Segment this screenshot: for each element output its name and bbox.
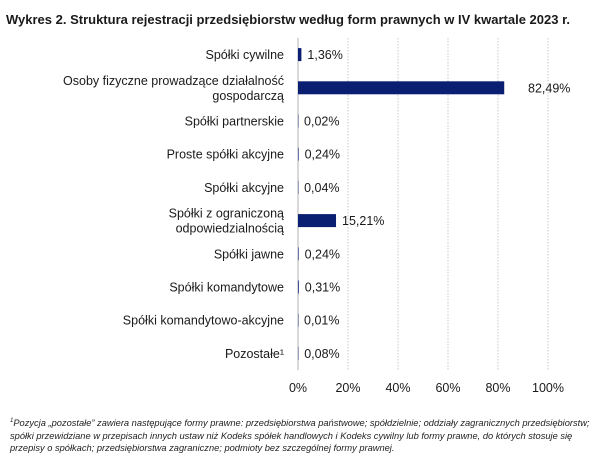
data-label: 0,24% xyxy=(305,247,340,261)
category-label: Spółki cywilne xyxy=(205,48,284,62)
footnote-text: Pozycja „pozostałe” zawiera następujące … xyxy=(10,418,590,454)
category-label: Spółki partnerskie xyxy=(185,115,284,129)
bar xyxy=(298,280,299,294)
category-label: Spółki komandytowo-akcyjne xyxy=(123,314,284,328)
x-tick-label: 60% xyxy=(435,381,460,395)
bar xyxy=(298,147,299,161)
data-label: 0,31% xyxy=(305,281,340,295)
bar xyxy=(298,214,337,228)
category-label: Spółki akcyjne xyxy=(204,181,284,195)
x-tick-label: 40% xyxy=(385,381,410,395)
footnote-mark: 1 xyxy=(10,418,14,424)
x-tick-label: 80% xyxy=(485,381,510,395)
category-label: Osoby fizyczne prowadzące działalność xyxy=(63,74,284,88)
category-label: Pozostałe¹ xyxy=(225,347,284,361)
data-label: 0,24% xyxy=(305,148,340,162)
data-label: 0,04% xyxy=(304,181,339,195)
data-label: 82,49% xyxy=(528,81,570,95)
x-tick-label: 0% xyxy=(289,381,307,395)
category-label: Spółki jawne xyxy=(214,247,284,261)
bar xyxy=(298,48,302,62)
bar xyxy=(298,247,299,261)
category-label: Proste spółki akcyjne xyxy=(167,148,284,162)
data-label: 0,02% xyxy=(304,115,339,129)
category-label: Spółki komandytowe xyxy=(169,281,284,295)
category-label: odpowiedzialnością xyxy=(176,222,284,236)
bar xyxy=(298,81,505,95)
category-label: Spółki z ograniczoną xyxy=(169,207,284,221)
data-label: 0,01% xyxy=(304,314,339,328)
chart-title: Wykres 2. Struktura rejestracji przedsię… xyxy=(6,12,571,27)
x-tick-label: 20% xyxy=(335,381,360,395)
category-label: gospodarczą xyxy=(212,89,284,103)
data-label: 1,36% xyxy=(307,48,342,62)
footnote: 1Pozycja „pozostałe” zawiera następujące… xyxy=(10,415,595,455)
data-label: 0,08% xyxy=(304,347,339,361)
bar-chart: 0% 20% 40% 60% 80% 100% 1,36% Spółki cywilne 82,… xyxy=(63,38,570,395)
data-label: 15,21% xyxy=(342,214,384,228)
x-tick-label: 100% xyxy=(532,381,564,395)
